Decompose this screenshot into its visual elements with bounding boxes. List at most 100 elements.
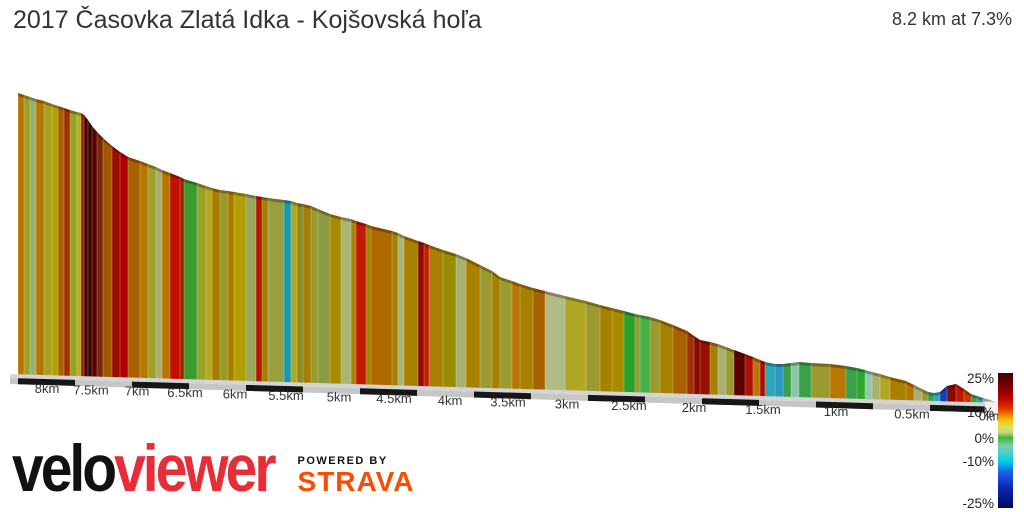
gradient-segment xyxy=(58,106,64,377)
gradient-segment xyxy=(865,370,872,401)
segment-top-bevel xyxy=(791,362,799,366)
gradient-segment xyxy=(956,384,964,403)
segment-top-bevel xyxy=(765,362,775,367)
gradient-segment xyxy=(64,108,70,377)
gradient-segment xyxy=(156,167,162,380)
gradient-segment xyxy=(492,271,500,390)
gradient-segment xyxy=(640,315,650,394)
axis-tick-label: 0.5km xyxy=(894,406,929,421)
segment-top-bevel xyxy=(928,392,934,396)
segment-top-bevel xyxy=(128,157,140,164)
segment-top-bevel xyxy=(635,314,640,318)
segment-top-bevel xyxy=(77,112,81,116)
segment-top-bevel xyxy=(492,271,500,280)
gradient-segment xyxy=(351,219,356,386)
gradient-segment xyxy=(700,340,710,396)
segment-top-bevel xyxy=(418,241,424,246)
gradient-segment xyxy=(44,101,52,377)
segment-top-bevel xyxy=(180,177,184,182)
gradient-segment xyxy=(262,197,268,383)
gradient-segment xyxy=(775,364,783,398)
gradient-segment xyxy=(206,186,212,381)
segment-top-bevel xyxy=(624,311,635,317)
axis-tick-label: 3.5km xyxy=(490,395,525,410)
segment-top-bevel xyxy=(36,99,44,104)
segment-top-bevel xyxy=(88,120,92,129)
segment-top-bevel xyxy=(753,357,760,363)
segment-top-bevel xyxy=(52,104,58,109)
gradient-segment xyxy=(170,173,180,380)
gradient-segment xyxy=(760,360,765,398)
segment-top-bevel xyxy=(170,173,180,180)
segment-top-bevel xyxy=(351,219,356,224)
axis-tick-label: 2.5km xyxy=(611,398,646,413)
gradient-segment xyxy=(404,236,418,387)
gradient-segment xyxy=(88,120,92,378)
axis-tick-label: 4.5km xyxy=(376,391,411,406)
gradient-segment xyxy=(162,170,170,380)
gradient-segment xyxy=(234,192,246,382)
gradient-segment xyxy=(934,392,940,403)
segment-top-bevel xyxy=(291,201,297,206)
gradient-segment xyxy=(443,250,456,389)
segment-top-bevel xyxy=(880,374,890,380)
gradient-segment xyxy=(120,152,128,379)
segment-top-bevel xyxy=(480,265,492,274)
gradient-segment xyxy=(77,112,81,378)
checker-black-segment xyxy=(816,401,873,410)
veloviewer-logo[interactable]: veloviewer xyxy=(12,436,277,502)
gradient-segment xyxy=(371,226,392,387)
gradient-segment xyxy=(650,317,660,394)
segment-top-bevel xyxy=(586,301,600,308)
checker-black-segment xyxy=(132,381,189,390)
segment-top-bevel xyxy=(865,370,872,375)
segment-top-bevel xyxy=(922,389,928,395)
gradient-segment xyxy=(81,113,84,378)
segment-top-bevel xyxy=(341,217,351,222)
gradient-segment xyxy=(533,288,545,391)
segment-top-bevel xyxy=(184,179,197,186)
segment-top-bevel xyxy=(612,308,624,314)
segment-top-bevel xyxy=(718,344,726,350)
segment-top-bevel xyxy=(64,108,70,113)
checker-black-segment xyxy=(702,398,759,406)
segment-top-bevel xyxy=(256,196,262,200)
segment-top-bevel xyxy=(947,384,956,389)
segment-top-bevel xyxy=(456,254,466,261)
segment-top-bevel xyxy=(466,258,480,268)
gradient-segment xyxy=(612,308,624,393)
gradient-segment xyxy=(726,347,734,397)
gradient-segment xyxy=(303,204,311,384)
segment-top-bevel xyxy=(97,132,103,141)
segment-top-bevel xyxy=(103,138,112,149)
segment-top-bevel xyxy=(311,206,318,212)
segment-top-bevel xyxy=(371,226,392,234)
segment-top-bevel xyxy=(872,372,880,377)
segment-top-bevel xyxy=(977,396,983,401)
segment-top-bevel xyxy=(392,231,398,236)
segment-top-bevel xyxy=(600,305,612,311)
gradient-segment xyxy=(811,363,830,399)
gradient-segment xyxy=(977,396,983,404)
gradient-segment xyxy=(424,243,429,388)
strava-attribution[interactable]: POWERED BY STRAVA xyxy=(298,455,415,499)
gradient-segment xyxy=(429,245,443,388)
gradient-segment xyxy=(311,206,318,384)
checker-black-segment xyxy=(930,404,987,413)
segment-top-bevel xyxy=(24,95,30,100)
segment-top-bevel xyxy=(700,340,710,345)
gradient-segment xyxy=(846,366,857,400)
legend-color-scale xyxy=(998,373,1013,508)
checker-black-segment xyxy=(588,394,645,403)
axis-tick-label: 3km xyxy=(555,396,580,411)
gradient-segment xyxy=(366,224,371,386)
legend-label: 10% xyxy=(967,405,994,420)
gradient-segment xyxy=(398,233,404,387)
segment-top-bevel xyxy=(58,106,64,111)
segment-top-bevel xyxy=(971,394,977,399)
checker-black-segment xyxy=(18,378,75,386)
axis-tick-label: 7.5km xyxy=(73,382,108,397)
axis-tick-label: 2km xyxy=(682,400,707,415)
gradient-segment xyxy=(928,392,934,402)
